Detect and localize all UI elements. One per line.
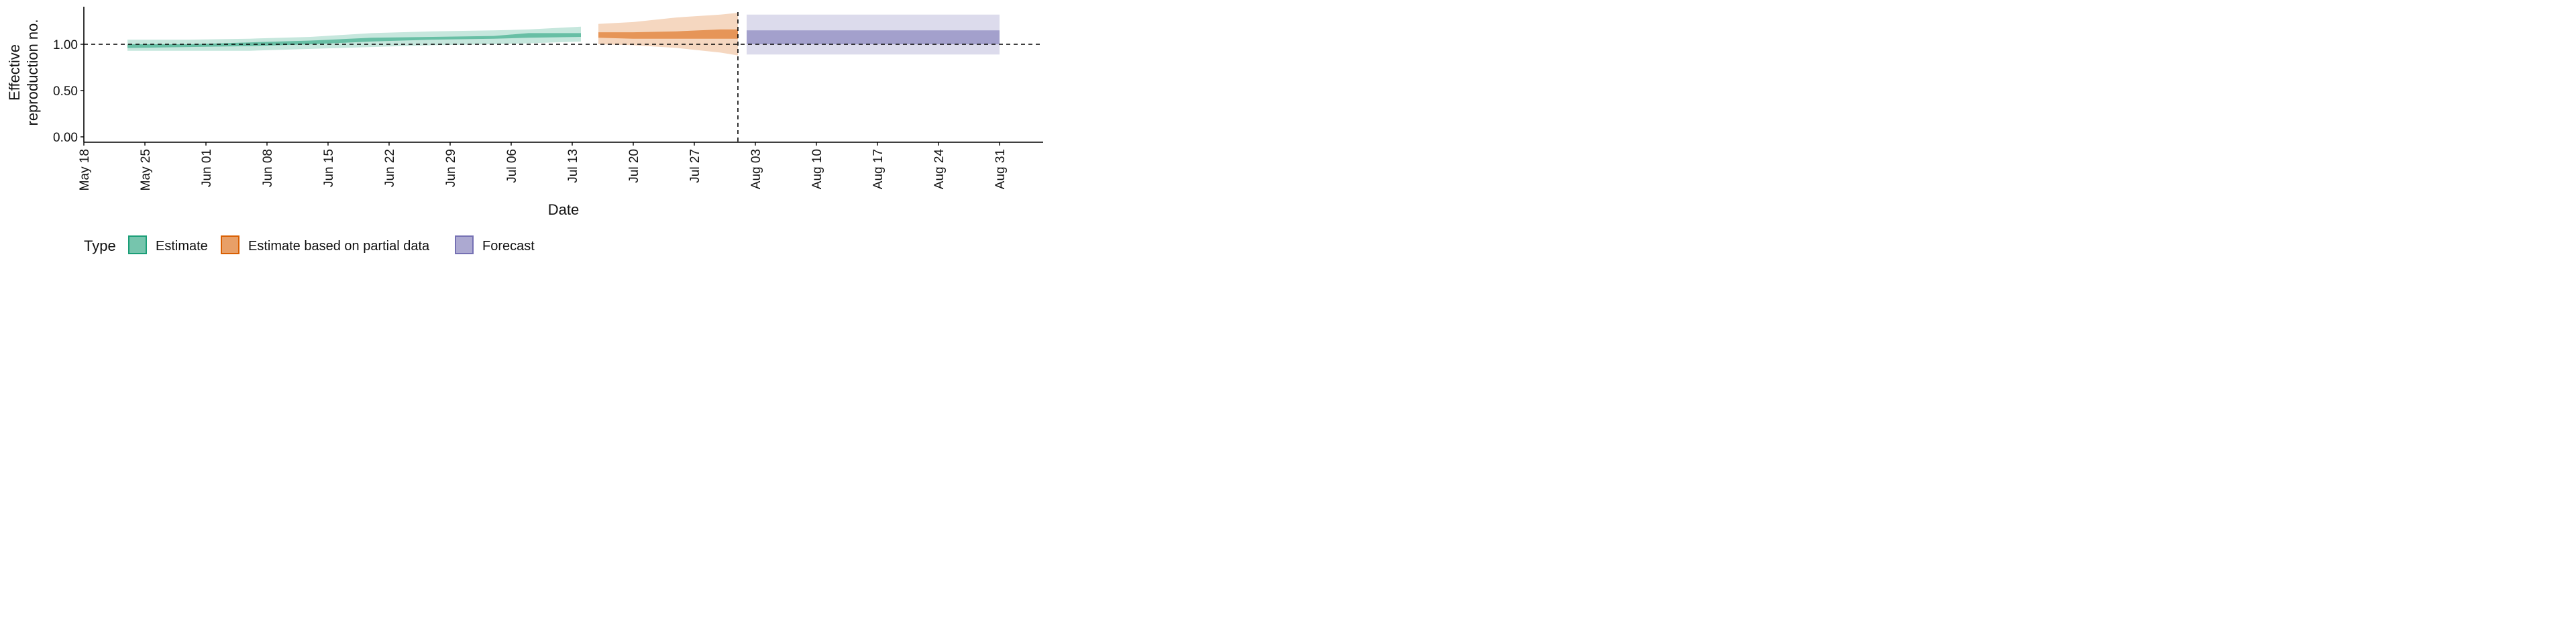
x-tick-label: Aug 03 <box>749 149 763 189</box>
x-tick-label: Jul 27 <box>688 149 702 183</box>
x-tick-label: Jun 29 <box>444 149 458 187</box>
legend-title: Type <box>84 237 116 254</box>
x-tick-label: May 25 <box>139 149 153 191</box>
y-axis-title: Effective reproduction no. <box>6 19 41 126</box>
legend-label-estimate-based-on-partial-data: Estimate based on partial data <box>248 239 430 254</box>
x-tick-label: Jun 01 <box>200 149 214 187</box>
x-tick-label: Jul 20 <box>627 149 641 183</box>
y-axis-title-line-1: Effective <box>6 44 23 101</box>
reference-lines <box>84 12 1043 142</box>
x-tick-label: Aug 10 <box>810 149 824 189</box>
y-tick-label: 1.00 <box>53 38 78 52</box>
x-tick-label: Jun 08 <box>261 149 275 187</box>
y-tick-label: 0.00 <box>53 131 78 145</box>
legend-key-forecast <box>455 235 474 254</box>
bands-layer <box>127 13 1000 56</box>
legend: Type Estimate Estimate based on partial d… <box>84 235 535 254</box>
legend-key-estimate <box>128 235 147 254</box>
estimate-based-on-partial-data-inner-band <box>598 29 738 39</box>
x-tick-label: Jul 13 <box>566 149 580 183</box>
legend-label-estimate: Estimate <box>156 239 208 254</box>
y-tick-label: 0.50 <box>53 85 78 99</box>
x-axis-title: Date <box>548 201 579 218</box>
x-tick-label: Jun 15 <box>322 149 336 187</box>
chart: 0.00 0.50 1.00 May 18 May 25 Jun 01 Jun 08 Jun … <box>0 0 1046 262</box>
y-axis-title-line-2: reproduction no. <box>24 19 41 126</box>
legend-label-forecast: Forecast <box>482 239 535 254</box>
x-tick-label: Aug 24 <box>932 149 947 190</box>
x-tick-label: Jul 06 <box>505 149 519 183</box>
legend-key-estimate-based-on-partial-data <box>221 235 239 254</box>
chart-svg: 0.00 0.50 1.00 May 18 May 25 Jun 01 Jun 08 Jun … <box>6 7 1043 254</box>
axes: 0.00 0.50 1.00 May 18 May 25 Jun 01 Jun 08 Jun … <box>53 7 1043 191</box>
x-tick-label: Aug 17 <box>871 149 885 189</box>
x-tick-label: Aug 31 <box>994 149 1008 189</box>
x-tick-label: Jun 22 <box>383 149 397 187</box>
forecast-inner-band <box>747 30 1000 44</box>
x-tick-label: May 18 <box>78 149 92 191</box>
